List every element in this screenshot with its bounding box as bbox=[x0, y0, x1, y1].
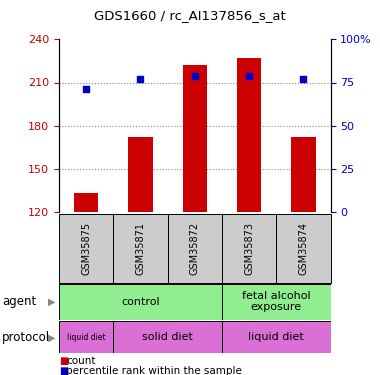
FancyBboxPatch shape bbox=[113, 214, 168, 283]
Bar bbox=[237, 58, 261, 212]
Text: percentile rank within the sample: percentile rank within the sample bbox=[66, 366, 242, 375]
FancyBboxPatch shape bbox=[276, 214, 331, 283]
Text: ■: ■ bbox=[59, 366, 68, 375]
FancyBboxPatch shape bbox=[168, 214, 222, 283]
FancyBboxPatch shape bbox=[59, 284, 222, 320]
Bar bbox=[74, 193, 98, 212]
FancyBboxPatch shape bbox=[222, 321, 331, 353]
Text: liquid diet: liquid diet bbox=[249, 332, 304, 342]
Point bbox=[138, 76, 144, 82]
Text: GSM35874: GSM35874 bbox=[298, 222, 309, 275]
Bar bbox=[128, 137, 153, 212]
Bar bbox=[291, 137, 316, 212]
FancyBboxPatch shape bbox=[59, 214, 113, 283]
FancyBboxPatch shape bbox=[222, 284, 331, 320]
Text: GSM35872: GSM35872 bbox=[190, 222, 200, 275]
Text: ▶: ▶ bbox=[48, 332, 55, 342]
Text: solid diet: solid diet bbox=[142, 332, 193, 342]
Point bbox=[83, 86, 89, 92]
Point bbox=[192, 73, 198, 79]
FancyBboxPatch shape bbox=[222, 214, 276, 283]
FancyBboxPatch shape bbox=[59, 321, 113, 353]
Point bbox=[246, 73, 252, 79]
Bar bbox=[182, 65, 207, 212]
Text: count: count bbox=[66, 356, 96, 366]
Text: GSM35871: GSM35871 bbox=[135, 222, 146, 275]
Text: protocol: protocol bbox=[2, 331, 50, 344]
FancyBboxPatch shape bbox=[113, 321, 222, 353]
Text: liquid diet: liquid diet bbox=[67, 333, 105, 342]
Text: GDS1660 / rc_AI137856_s_at: GDS1660 / rc_AI137856_s_at bbox=[94, 9, 286, 22]
Text: agent: agent bbox=[2, 295, 36, 308]
Text: fetal alcohol
exposure: fetal alcohol exposure bbox=[242, 291, 310, 312]
Text: GSM35875: GSM35875 bbox=[81, 222, 91, 275]
Text: control: control bbox=[121, 297, 160, 307]
Point bbox=[301, 76, 307, 82]
Text: GSM35873: GSM35873 bbox=[244, 222, 254, 275]
Text: ■: ■ bbox=[59, 356, 68, 366]
Text: ▶: ▶ bbox=[48, 297, 55, 307]
